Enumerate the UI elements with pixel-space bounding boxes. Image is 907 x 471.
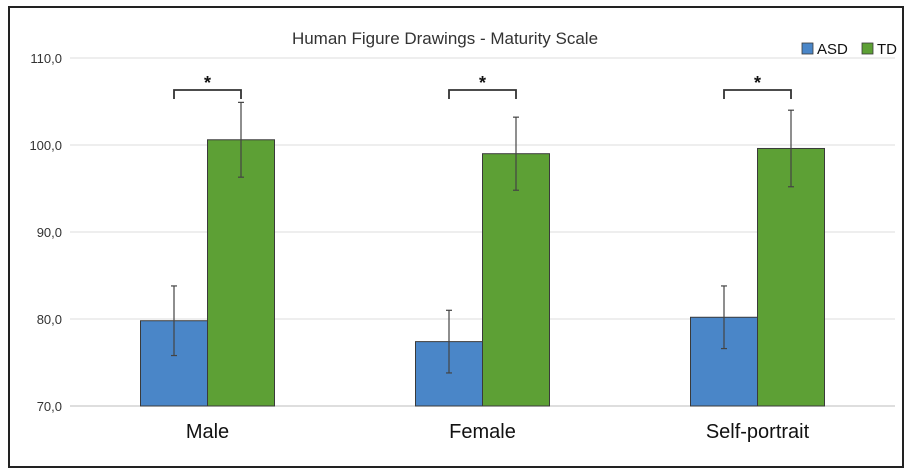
- significance-star: *: [479, 73, 486, 93]
- bars: [140, 139, 825, 407]
- x-axis-categories: Male Female Self-portrait: [186, 421, 810, 443]
- significance-star: *: [204, 73, 211, 93]
- significance-bracket: [723, 89, 792, 99]
- y-axis-ticks: 70,0 80,0 90,0 100,0 110,0: [29, 51, 62, 414]
- legend-swatch-asd: [801, 42, 814, 55]
- chart-title: Human Figure Drawings - Maturity Scale: [292, 29, 598, 48]
- bar-asd: [140, 320, 208, 407]
- y-tick-label: 90,0: [37, 225, 62, 240]
- legend-swatch-td: [861, 42, 874, 55]
- category-label: Self-portrait: [706, 421, 810, 443]
- y-tick-label: 100,0: [29, 138, 62, 153]
- significance-star: *: [754, 73, 761, 93]
- error-bars: [171, 101, 794, 374]
- y-tick-label: 110,0: [30, 51, 62, 66]
- significance-bracket: [448, 89, 517, 99]
- y-tick-label: 70,0: [37, 399, 62, 414]
- category-label: Male: [186, 421, 229, 443]
- legend-label-asd: ASD: [817, 41, 848, 58]
- legend-label-td: TD: [877, 41, 897, 58]
- significance-brackets: * * *: [173, 73, 792, 99]
- bar-td: [482, 153, 550, 407]
- category-label: Female: [449, 421, 516, 443]
- significance-bracket: [173, 89, 242, 99]
- bar-td: [207, 139, 275, 407]
- legend: ASD TD: [801, 41, 897, 58]
- y-tick-label: 80,0: [37, 312, 62, 327]
